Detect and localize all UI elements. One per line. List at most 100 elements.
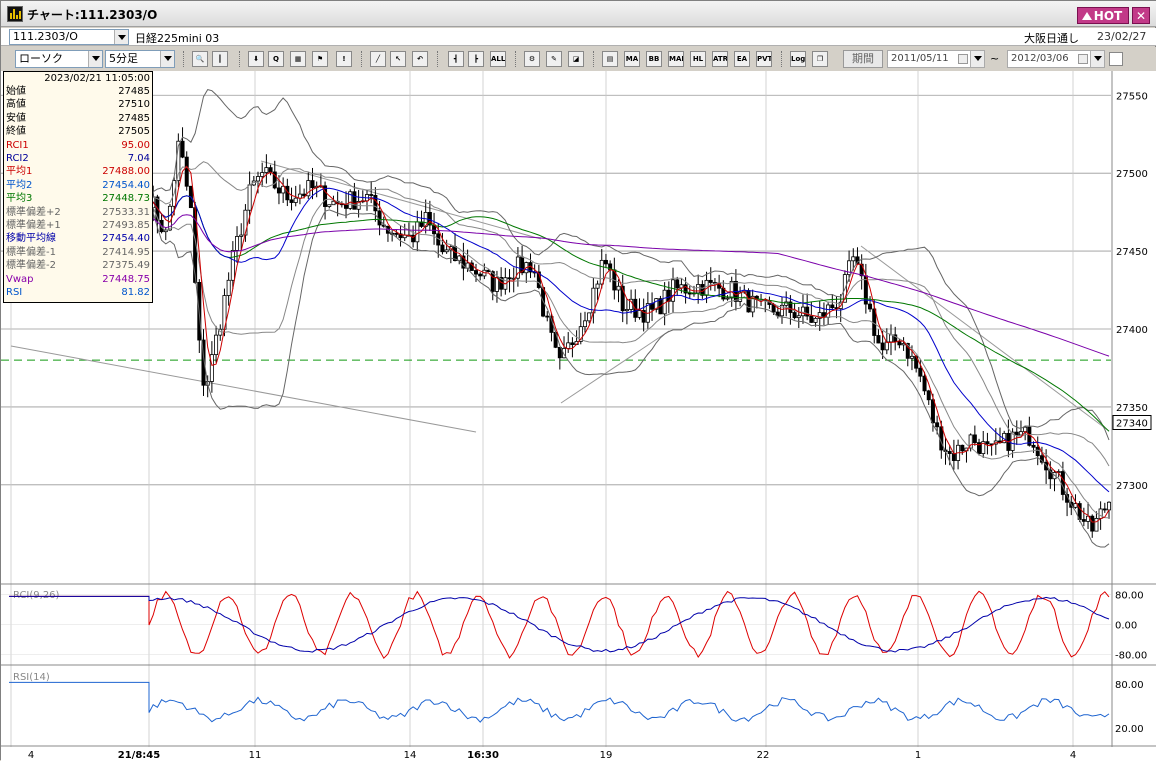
data-window-row: 高値 27510 — [6, 98, 150, 111]
candle-body — [620, 285, 625, 312]
data-window-row: RSI 81.82 — [6, 286, 150, 299]
time-tick-label: 21/8:45 — [118, 750, 160, 761]
data-window-row: 平均1 27488.00 — [6, 165, 150, 178]
flag-icon[interactable]: ⚑ — [312, 51, 328, 67]
data-window-row: 安値 27485 — [6, 112, 150, 125]
bollinger-lower-1 — [149, 198, 1110, 519]
toolbar-separator — [239, 51, 241, 67]
table-icon[interactable]: ▤ — [602, 51, 618, 67]
search-chart-icon[interactable]: Q — [268, 51, 284, 67]
data-window-row: 終値 27505 — [6, 125, 150, 138]
chevron-down-icon[interactable] — [88, 51, 102, 67]
settings-icon[interactable]: ⚙ — [524, 51, 540, 67]
candle-body — [1081, 519, 1086, 522]
toolbar-separator — [361, 51, 363, 67]
candle-body — [700, 284, 705, 296]
symbol-select[interactable]: 111.2303/O — [9, 29, 129, 45]
candle-body — [599, 259, 604, 285]
candle-body — [880, 342, 885, 351]
symbol-value: 111.2303/O — [13, 30, 78, 43]
candle-remove-icon[interactable]: ┣ — [468, 51, 484, 67]
chart-image-icon[interactable]: ▦ — [290, 51, 306, 67]
candle-body — [230, 250, 235, 281]
candle-body — [272, 171, 277, 189]
candle-add-icon[interactable]: ┫ — [448, 51, 464, 67]
mae-icon[interactable]: MAE — [668, 51, 684, 67]
draw-line-icon[interactable]: ╱ — [370, 51, 386, 67]
candle-body — [394, 232, 399, 235]
close-button[interactable]: ✕ — [1132, 7, 1150, 24]
window-icon[interactable]: ❐ — [812, 51, 828, 67]
cursor-icon[interactable]: ↖ — [390, 51, 406, 67]
interval-select[interactable]: 5分足 — [105, 50, 175, 68]
candle-body — [603, 259, 608, 265]
chevron-down-icon[interactable] — [1090, 51, 1104, 67]
wrench-icon[interactable]: ✎ — [546, 51, 562, 67]
candle-body — [960, 444, 965, 452]
candle-body — [587, 312, 592, 322]
bb-icon[interactable]: BB — [646, 51, 662, 67]
atr-icon[interactable]: ATR — [712, 51, 728, 67]
rci-tick-label: 0.00 — [1115, 621, 1137, 632]
log-icon[interactable]: Log — [790, 51, 806, 67]
candle-body — [239, 234, 244, 237]
candle-body — [809, 315, 814, 323]
chart-type-select[interactable]: ローソク — [15, 50, 103, 68]
calendar-icon[interactable] — [958, 54, 968, 64]
row-value: 81.82 — [121, 287, 150, 298]
from-date-input[interactable]: 2011/05/11 — [887, 50, 985, 68]
ea-icon[interactable]: EA — [734, 51, 750, 67]
candle-body — [348, 191, 353, 209]
period-checkbox[interactable] — [1109, 52, 1123, 66]
price-chart[interactable] — [1, 89, 1112, 548]
undo-icon[interactable]: ↶ — [412, 51, 428, 67]
row-label: 高値 — [6, 99, 26, 111]
download-icon[interactable]: ⬇ — [248, 51, 264, 67]
candle-body — [830, 304, 835, 309]
chevron-down-icon[interactable] — [970, 51, 984, 67]
hl-icon[interactable]: HL — [690, 51, 706, 67]
rsi-panel[interactable]: RSI(14) — [9, 672, 1110, 723]
title-bar[interactable]: チャート:111.2303/O HOT ✕ — [1, 1, 1156, 27]
chevron-down-icon[interactable] — [160, 51, 174, 67]
candle-body — [478, 273, 483, 277]
rci-panel[interactable]: RCI(9,26) — [9, 590, 1110, 660]
market-label: 大阪日通し — [1024, 32, 1079, 45]
palette-icon[interactable]: ◪ — [568, 51, 584, 67]
warning-icon[interactable]: ! — [336, 51, 352, 67]
ma-icon[interactable]: MA — [624, 51, 640, 67]
pvt-icon[interactable]: PVT — [756, 51, 772, 67]
row-value: 27493.85 — [102, 220, 150, 231]
time-tick-label: 1 — [915, 750, 921, 761]
candle-body — [214, 334, 219, 356]
chart-type-value: ローソク — [19, 52, 63, 65]
rsi-tick-label: 20.00 — [1115, 724, 1144, 735]
candle-body — [1098, 508, 1103, 519]
candle-body — [985, 441, 990, 445]
candle-body — [180, 140, 185, 158]
data-window-row: RCI1 95.00 — [6, 139, 150, 152]
time-tick-label: 22 — [757, 750, 770, 761]
row-label: 標準偏差+2 — [6, 206, 61, 218]
candle-body — [352, 191, 357, 210]
calendar-icon[interactable] — [1078, 54, 1088, 64]
chevron-down-icon[interactable] — [114, 30, 128, 44]
candle-body — [1102, 508, 1107, 511]
trend-line — [10, 345, 477, 433]
candle-body — [209, 354, 214, 382]
data-window-row: 平均3 27448.73 — [6, 192, 150, 205]
zoom-icon[interactable]: 🔍 — [192, 51, 208, 67]
trend-line — [260, 160, 542, 240]
candle-body — [977, 442, 982, 455]
period-button[interactable]: 期間 — [843, 50, 883, 68]
to-date-input[interactable]: 2012/03/06 — [1007, 50, 1105, 68]
all-icon[interactable]: ALL — [490, 51, 506, 67]
toolbar-separator — [437, 51, 439, 67]
hot-button[interactable]: HOT — [1077, 7, 1129, 24]
candle-body — [260, 172, 265, 177]
candle-body — [276, 187, 281, 194]
candle-body — [817, 312, 822, 319]
row-label: 平均2 — [6, 179, 33, 191]
split-icon[interactable]: ┃ — [212, 51, 228, 67]
